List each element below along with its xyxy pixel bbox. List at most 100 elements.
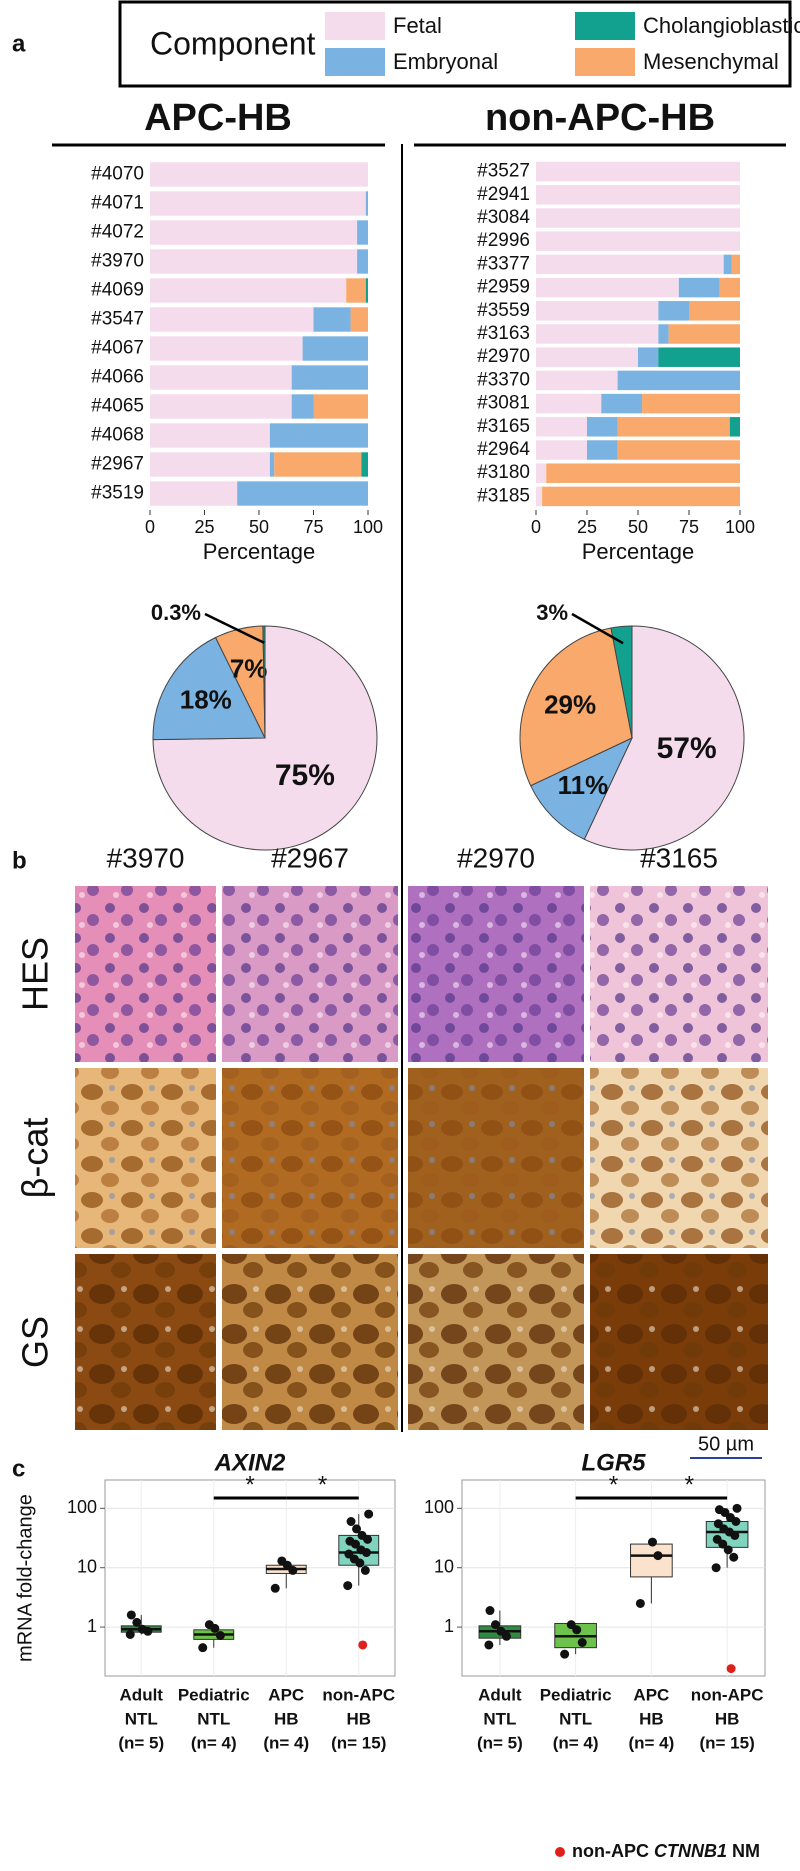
bar-segment [536,417,587,437]
data-point [360,1565,370,1575]
legend-box [118,0,792,88]
footnote-part: CTNNB1 [654,1841,727,1861]
category-label: #4065 [91,396,144,417]
footnote: non-APC CTNNB1 NM [572,1841,760,1861]
chart-title: LGR5 [581,1449,646,1476]
x-tick-label: (n= 15) [331,1733,386,1752]
x-tick-label: (n= 4) [553,1733,599,1752]
data-point [635,1598,645,1608]
x-tick-label: Adult [478,1685,522,1704]
bar-segment [617,440,740,460]
category-label: #2959 [477,277,530,298]
pie-label: 75% [275,759,335,792]
category-label: #3519 [91,483,144,504]
x-tick-label: APC [633,1685,669,1704]
x-axis-label: Percentage [582,539,695,564]
bar-segment [150,481,238,506]
histology-texture [75,1068,216,1248]
y-tick-label: 100 [67,1497,97,1517]
category-label: #2964 [477,439,530,460]
sample-label: #3165 [640,842,718,873]
category-label: #3081 [477,393,530,414]
category-label: #3370 [477,369,530,390]
bar-segment [536,370,618,391]
x-tick-label: APC [268,1685,304,1704]
data-point [132,1617,142,1627]
bar-segment [723,254,732,275]
bar-segment [638,347,659,367]
pie-label: 29% [544,689,596,719]
data-point [137,1624,147,1634]
pie-slice [529,736,634,841]
category-label: #4072 [91,222,144,243]
data-point [277,1556,287,1566]
x-tick-label: HB [346,1709,371,1728]
legend-swatch [575,12,635,40]
data-point [485,1606,495,1616]
pie-label: 7% [230,653,268,683]
x-tick-label: HB [715,1709,740,1728]
y-tick-label: 1 [444,1616,454,1636]
category-label: #3527 [477,161,530,182]
x-tick-label: 25 [577,517,597,537]
category-label: #4070 [91,164,144,185]
histology-texture [75,1254,216,1430]
panel-label: c [12,1455,25,1482]
bar-segment [658,324,669,344]
bar-segment [536,393,602,414]
bar-segment [269,423,368,448]
pie-slice [610,625,633,739]
x-tick-label: NTL [125,1709,158,1728]
category-label: #3970 [91,251,144,272]
sample-label: #2967 [271,842,349,873]
legend-label: Embryonal [393,49,498,74]
data-point [713,1519,723,1529]
legend-label: Mesenchymal [643,49,779,74]
x-tick-label: 50 [628,517,648,537]
pie-label: 57% [657,732,717,765]
y-tick-label: 10 [434,1556,454,1576]
x-tick-label: HB [639,1709,664,1728]
data-point [723,1545,733,1555]
data-point [125,1629,135,1639]
box [630,1543,673,1578]
bar-segment [587,440,618,460]
x-tick-label: Pediatric [540,1685,612,1704]
data-point [490,1620,500,1630]
outlier-point [726,1664,736,1674]
pie-slice [519,627,633,787]
bar-segment [274,452,362,477]
histology-texture [590,1068,768,1248]
data-point [653,1551,663,1561]
data-point [346,1517,356,1527]
sample-label: #2970 [457,842,535,873]
histology-texture [590,886,768,1062]
bar-segment [302,336,368,361]
data-point [711,1563,721,1573]
pie-slice [152,636,266,741]
x-tick-label: (n= 5) [118,1733,164,1752]
legend-label: Cholangioblastic [643,13,800,38]
bar-segment [617,370,740,391]
bar-segment [658,347,740,367]
stain-label: β-cat [15,1118,56,1199]
bar-segment [150,394,292,419]
x-tick-label: HB [274,1709,299,1728]
stain-label: HES [15,937,56,1011]
y-axis-label: mRNA fold-change [14,1494,36,1662]
category-label: #2970 [477,346,530,367]
bar-segment [601,393,643,414]
category-label: #3377 [477,253,530,274]
data-point [343,1581,353,1591]
bar-segment [361,452,368,477]
plot-area [104,1479,396,1677]
sample-label: #3970 [107,842,185,873]
data-point [356,1545,366,1555]
data-point [364,1509,374,1519]
bar-segment [689,301,740,321]
category-label: #4068 [91,425,144,446]
stain-label: GS [15,1316,56,1368]
category-label: #2967 [91,454,144,475]
pie-label: 18% [180,685,232,715]
bar-segment [536,324,659,344]
